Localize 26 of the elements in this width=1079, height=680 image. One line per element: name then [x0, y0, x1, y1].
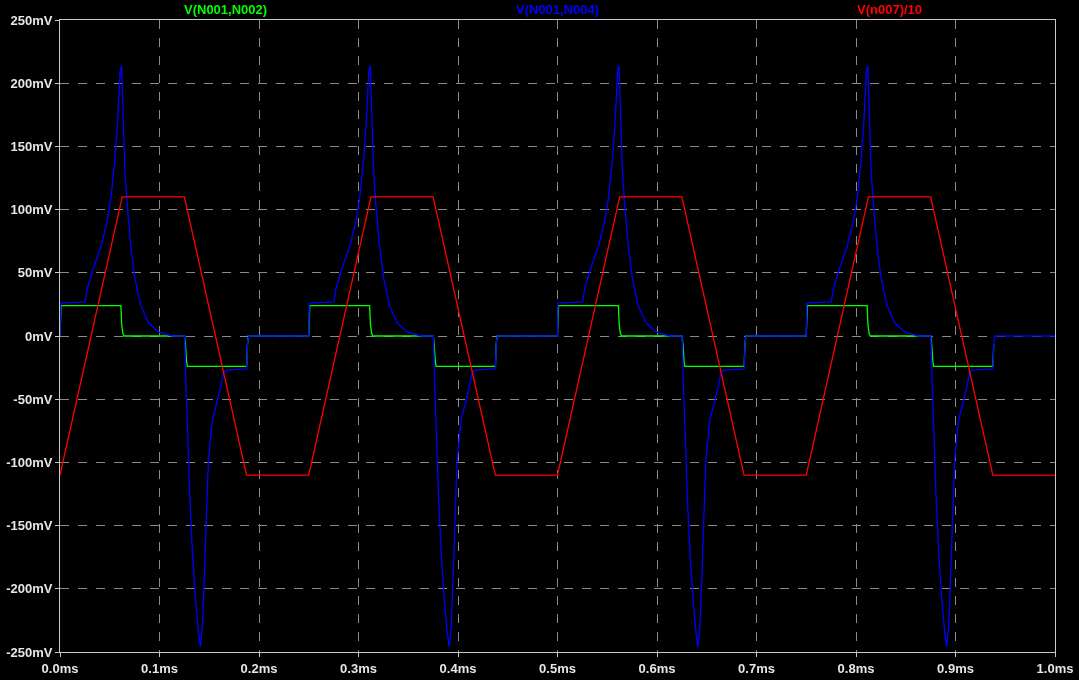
line-series — [60, 64, 1055, 648]
y-tick-label: 250mV — [10, 12, 53, 28]
x-tick-label: 0.0ms — [41, 660, 79, 676]
x-tick-label: 1.0ms — [1036, 660, 1074, 676]
y-tick-label: 0mV — [24, 328, 53, 344]
text: V(N001,N004) — [516, 2, 600, 17]
y-tick-label: 50mV — [17, 265, 53, 281]
x-tick-label: 0.4ms — [439, 660, 477, 676]
x-tick-label: 0.7ms — [738, 660, 775, 676]
y-tick-label: 100mV — [10, 202, 53, 218]
x-tick-label: 0.5ms — [539, 660, 576, 676]
y-tick-label: -100mV — [6, 454, 53, 470]
x-tick-label: 0.2ms — [240, 660, 278, 676]
x-tick-label: 0.3ms — [340, 660, 377, 676]
y-tick-label: -150mV — [6, 518, 53, 534]
text: V(n007)/10 — [857, 2, 923, 17]
x-tick-label: 0.1ms — [141, 660, 178, 676]
x-tick-label: 0.8ms — [837, 660, 875, 676]
x-tick-label: 0.9ms — [937, 660, 974, 676]
y-tick-label: 150mV — [10, 138, 53, 154]
y-tick-label: -50mV — [13, 391, 53, 407]
y-tick-label: 200mV — [10, 75, 53, 91]
text: V(N001,N002) — [184, 2, 268, 17]
x-tick-label: 0.6ms — [638, 660, 676, 676]
y-tick-label: -250mV — [6, 644, 53, 660]
y-tick-label: -200mV — [6, 581, 53, 597]
